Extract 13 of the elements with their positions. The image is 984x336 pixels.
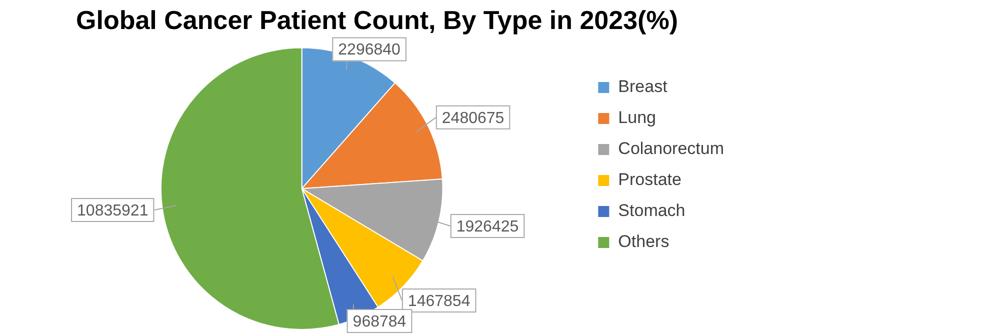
legend-label: Breast — [618, 77, 668, 96]
legend-label: Lung — [618, 108, 656, 128]
legend-label: Stomach — [618, 201, 686, 220]
chart-title: Global Cancer Patient Count, By Type in 2023(%) — [76, 4, 678, 35]
legend-label: Prostate — [618, 170, 682, 190]
data-label: 1467854 — [408, 292, 470, 310]
data-label: 1926425 — [456, 218, 519, 236]
legend-label: Others — [618, 232, 670, 252]
data-label: 968784 — [352, 313, 406, 330]
data-label: 2480675 — [442, 110, 504, 127]
data-label: 10835921 — [77, 202, 148, 220]
data-label: 2296840 — [338, 42, 401, 59]
legend-label: Colanorectum — [618, 139, 724, 158]
